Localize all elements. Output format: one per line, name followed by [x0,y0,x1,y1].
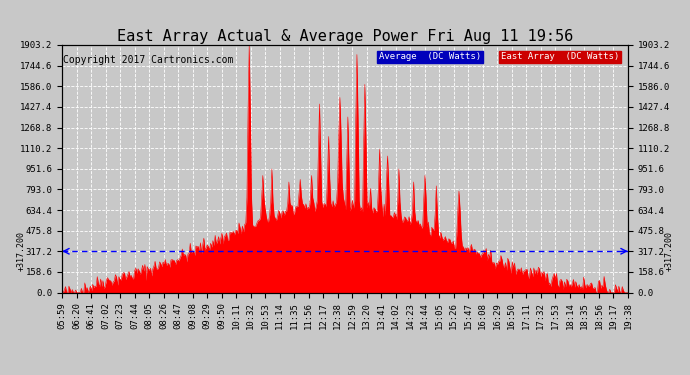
Text: +317.200: +317.200 [17,231,26,271]
Text: Average  (DC Watts): Average (DC Watts) [379,53,481,62]
Text: East Array  (DC Watts): East Array (DC Watts) [501,53,619,62]
Title: East Array Actual & Average Power Fri Aug 11 19:56: East Array Actual & Average Power Fri Au… [117,29,573,44]
Text: +317.200: +317.200 [664,231,673,271]
Text: Copyright 2017 Cartronics.com: Copyright 2017 Cartronics.com [63,55,233,65]
